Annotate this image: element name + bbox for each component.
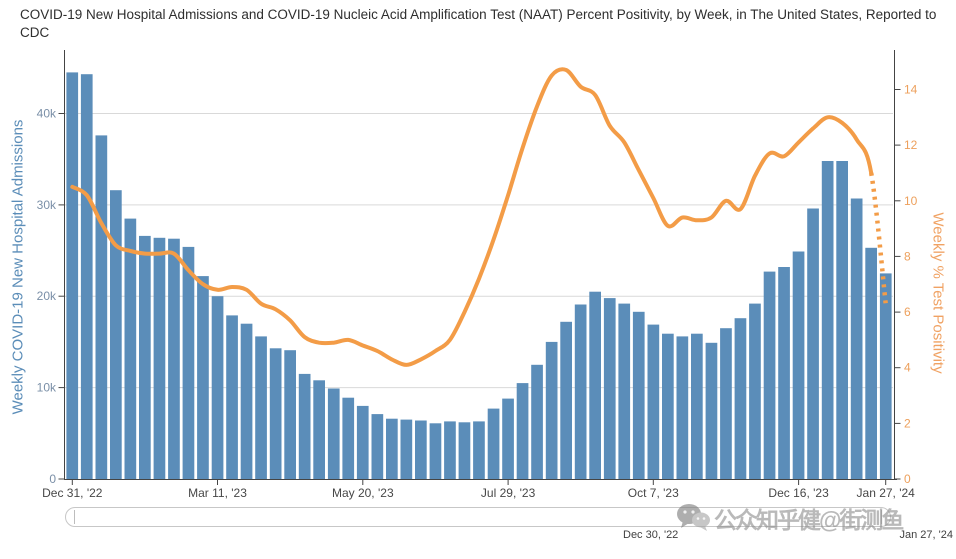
admissions-bar[interactable] [269, 348, 282, 479]
range-slider-start-label: Dec 30, '22 [623, 529, 679, 541]
range-slider-right-handle[interactable] [881, 510, 882, 524]
admissions-bar[interactable] [182, 246, 195, 479]
admissions-bar[interactable] [473, 421, 485, 479]
admissions-bar[interactable] [603, 298, 616, 479]
admissions-bar[interactable] [632, 311, 645, 479]
admissions-bar[interactable] [545, 341, 558, 479]
admissions-bar[interactable] [574, 304, 587, 480]
admissions-bar[interactable] [458, 422, 471, 479]
admissions-bar[interactable] [778, 267, 790, 479]
admissions-bar[interactable] [80, 74, 93, 479]
left-axis-tick-label: 40k [37, 107, 57, 121]
left-axis-tick-label: 20k [37, 289, 57, 303]
admissions-bar[interactable] [487, 408, 500, 479]
admissions-bar[interactable] [705, 342, 718, 479]
x-axis-tick-label: Oct 7, '23 [628, 486, 679, 500]
admissions-bar[interactable] [240, 323, 253, 479]
admissions-bar[interactable] [662, 333, 674, 479]
admissions-bar-series [66, 72, 892, 480]
admissions-bar[interactable] [400, 419, 413, 479]
x-axis-tick-label: Dec 16, '23 [768, 486, 829, 500]
admissions-bar[interactable] [850, 198, 863, 480]
x-axis-tick-label: Dec 31, '22 [42, 486, 103, 500]
chart-title: COVID-19 New Hospital Admissions and COV… [20, 7, 937, 41]
admissions-bar[interactable] [879, 273, 892, 479]
admissions-bar[interactable] [734, 318, 747, 479]
admissions-bar[interactable] [865, 247, 877, 479]
axes: 0 10k 20k 30k 40k 0 2 4 6 8 10 12 14 Dec 31, '22 Mar 1… [37, 50, 918, 500]
admissions-bar[interactable] [444, 421, 456, 479]
admissions-bar[interactable] [560, 321, 572, 479]
admissions-bar[interactable] [327, 388, 340, 480]
admissions-bar[interactable] [313, 380, 325, 479]
right-axis-tick-label: 8 [904, 249, 911, 263]
admissions-bar[interactable] [371, 414, 384, 479]
right-axis-tick-label: 4 [904, 361, 911, 375]
x-axis-tick-label: Mar 11, '23 [188, 486, 247, 500]
admissions-bar[interactable] [284, 350, 296, 479]
right-axis-tick-label: 12 [904, 138, 918, 152]
admissions-bar[interactable] [139, 235, 151, 479]
right-axis-tick-label: 6 [904, 305, 911, 319]
right-axis-tick-label: 10 [904, 194, 918, 208]
admissions-bar[interactable] [516, 383, 529, 479]
admissions-bar[interactable] [153, 237, 166, 479]
admissions-bar[interactable] [647, 324, 660, 479]
right-axis-tick-label: 0 [904, 472, 911, 486]
admissions-bar[interactable] [676, 336, 689, 479]
admissions-bar[interactable] [255, 336, 267, 479]
admissions-bar[interactable] [618, 303, 631, 479]
x-axis-tick-label: Jan 27, '24 [857, 486, 916, 500]
admissions-bar[interactable] [211, 296, 224, 479]
range-slider-left-handle[interactable] [74, 510, 75, 524]
x-axis-tick-label: May 20, '23 [332, 486, 394, 500]
admissions-bar[interactable] [66, 72, 79, 480]
admissions-bar[interactable] [356, 405, 369, 479]
left-axis-tick-label: 30k [37, 198, 57, 212]
admissions-bar[interactable] [342, 397, 355, 479]
admissions-bar[interactable] [589, 291, 601, 479]
positivity-line[interactable] [70, 67, 874, 367]
admissions-bar[interactable] [415, 420, 427, 480]
admissions-bar[interactable] [197, 276, 209, 479]
admissions-bar[interactable] [386, 418, 398, 479]
admissions-bar[interactable] [95, 135, 108, 479]
admissions-bar[interactable] [691, 333, 703, 479]
admissions-bar[interactable] [429, 423, 442, 479]
admissions-bar[interactable] [298, 373, 311, 479]
left-axis-tick-label: 0 [49, 472, 56, 486]
admissions-bar[interactable] [792, 251, 805, 480]
admissions-bar[interactable] [226, 315, 238, 479]
admissions-bar[interactable] [821, 161, 834, 479]
range-slider[interactable] [65, 507, 891, 527]
left-axis-title: Weekly COVID-19 New Hospital Admissions [9, 119, 27, 415]
range-slider-end-label: Jan 27, '24 [899, 529, 953, 541]
admissions-bar[interactable] [110, 190, 122, 479]
x-axis-tick-label: Jul 29, '23 [481, 486, 536, 500]
admissions-bar[interactable] [749, 303, 761, 479]
admissions-bar[interactable] [763, 271, 776, 479]
admissions-bar[interactable] [531, 364, 543, 479]
positivity-line-dotted-tail[interactable] [868, 172, 888, 304]
admissions-bar[interactable] [720, 328, 732, 479]
admissions-bar[interactable] [168, 238, 180, 479]
right-axis-tick-label: 2 [904, 416, 911, 430]
right-axis-title: Weekly % Test Positivity [929, 212, 947, 374]
left-axis-tick-label: 10k [37, 381, 57, 395]
admissions-bar[interactable] [502, 398, 514, 479]
admissions-bar[interactable] [124, 218, 137, 479]
admissions-bar[interactable] [807, 208, 819, 480]
admissions-bar[interactable] [836, 161, 848, 479]
right-axis-tick-label: 14 [904, 83, 918, 97]
